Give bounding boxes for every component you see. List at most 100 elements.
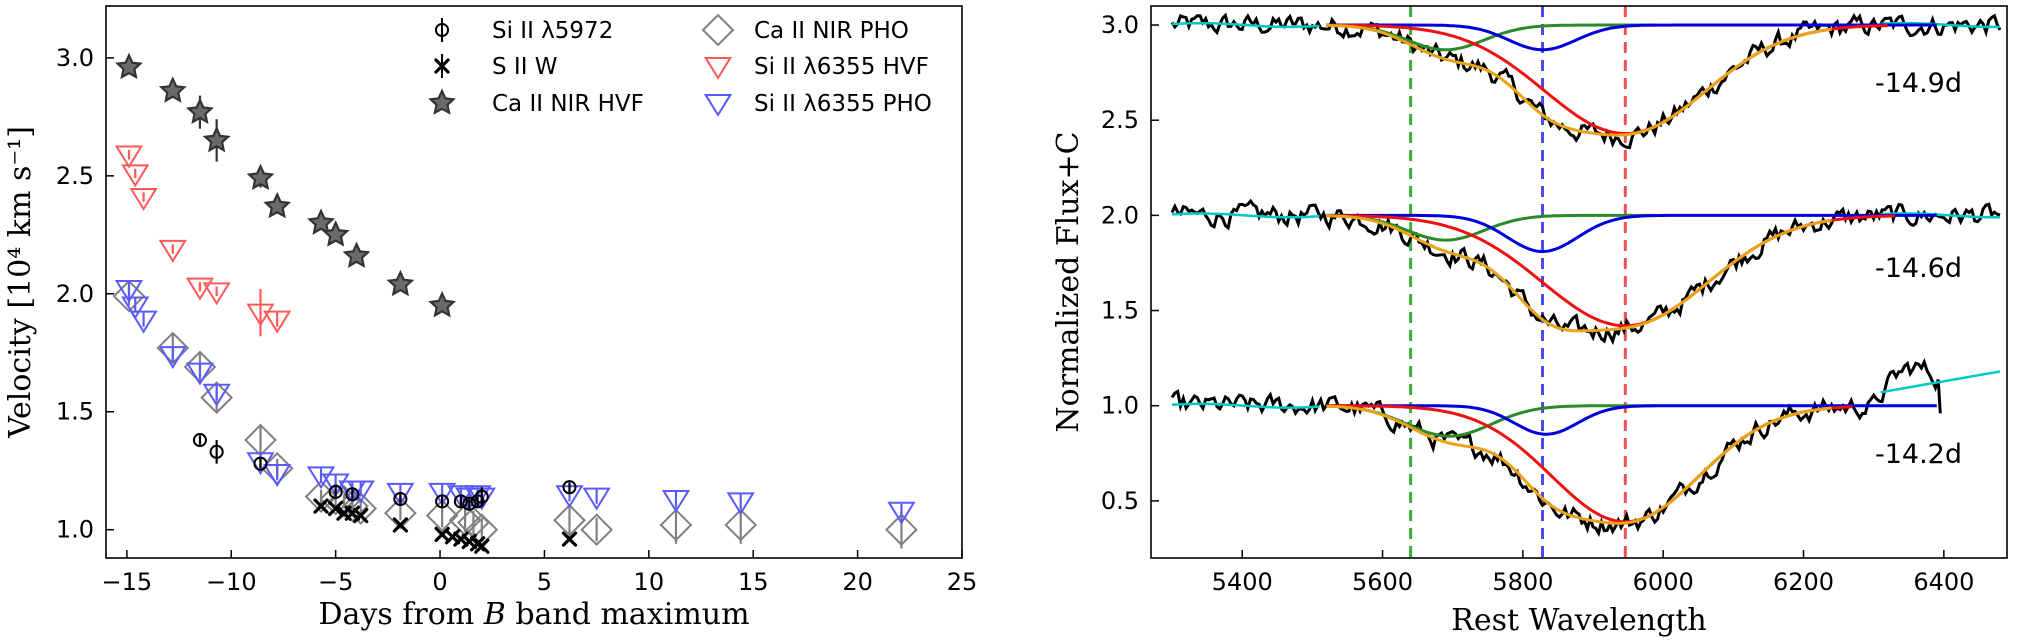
legend-entry: Si II λ6355 HVF — [703, 54, 929, 80]
legend-label: Si II λ6355 HVF — [754, 54, 929, 80]
data-point — [328, 500, 344, 517]
total-fit — [1326, 23, 1832, 137]
data-point — [435, 494, 450, 509]
legend-marker — [434, 22, 450, 38]
spectrum-2 — [1170, 357, 2001, 538]
legend-marker — [703, 56, 733, 80]
y-tick-label: 3.0 — [56, 44, 94, 72]
y-tick-label: 1.0 — [56, 516, 94, 544]
data-point — [263, 464, 292, 487]
data-point — [321, 220, 350, 247]
data-point — [185, 362, 215, 386]
y-tick-label: 2.0 — [1101, 201, 1139, 229]
data-point — [453, 494, 468, 509]
x-tick-label: −15 — [102, 568, 153, 596]
y-tick-label: 1.5 — [56, 398, 94, 426]
x-tick-label: 5800 — [1492, 568, 1553, 596]
legend-label: S II W — [492, 54, 558, 80]
data-point — [156, 331, 190, 365]
series-5 — [313, 498, 578, 554]
x-tick-label: 6000 — [1633, 568, 1694, 596]
data-point — [328, 484, 343, 499]
data-point — [158, 76, 187, 103]
legend-marker — [428, 88, 456, 115]
legend-label: Ca II NIR PHO — [754, 18, 909, 44]
data-point — [158, 239, 187, 263]
data-point — [474, 489, 489, 504]
data-point — [112, 279, 146, 313]
data-point — [185, 277, 215, 301]
data-point — [209, 444, 224, 459]
continuum-fit — [1880, 212, 2001, 219]
x-tick-label: 6200 — [1773, 568, 1834, 596]
data-point — [306, 466, 336, 490]
data-point — [661, 489, 691, 513]
data-point — [121, 296, 150, 320]
x-tick-label: 15 — [738, 568, 769, 596]
legend-label: Si II λ5972 — [492, 18, 613, 44]
data-point — [580, 513, 613, 547]
series-3 — [114, 280, 916, 525]
data-point — [446, 485, 476, 509]
legend-marker — [701, 13, 735, 47]
left-y-axis-label: Velocity [10⁴ km s⁻¹] — [3, 126, 38, 439]
data-point — [474, 538, 490, 554]
data-point — [425, 499, 459, 532]
right-ticks: 5400 5600 5800 6000 6200 6400 0.5 1.0 1.5 2.0 2.5 3… — [1101, 11, 1975, 596]
data-point — [114, 280, 144, 303]
data-point — [114, 145, 144, 169]
total-fit — [1326, 404, 1832, 525]
data-point — [393, 491, 408, 507]
data-point — [246, 163, 275, 191]
x-tick-label: 6400 — [1913, 568, 1974, 596]
data-point — [582, 487, 611, 511]
right-plot-marks — [1170, 6, 2002, 558]
data-point — [313, 498, 329, 514]
y-tick-label: 0.5 — [1101, 487, 1139, 515]
data-point — [659, 508, 693, 542]
data-point — [562, 480, 577, 495]
legend-label: Si II λ6355 PHO — [754, 91, 932, 117]
data-point — [561, 531, 578, 547]
component-pho_hvf — [1326, 404, 1937, 436]
spectrum-label-3: -14.2d — [1875, 439, 1962, 470]
continuum-fit — [1880, 21, 2000, 29]
data-point — [344, 492, 378, 525]
y-tick-label: 2.5 — [56, 162, 94, 190]
total-fit — [1326, 214, 1832, 333]
data-point — [263, 191, 292, 219]
x-tick-label: 5600 — [1352, 568, 1413, 596]
data-point — [887, 501, 916, 525]
legend-entry: Si II λ5972 — [434, 18, 613, 44]
left-x-axis-label: Days from B band maximum — [318, 597, 749, 632]
series-2 — [112, 279, 918, 549]
data-point — [327, 485, 361, 518]
data-point — [346, 480, 375, 504]
continuum-fit — [1171, 402, 1320, 409]
data-point — [384, 496, 417, 530]
spectrum-1 — [1170, 198, 2001, 346]
x-tick-label: 10 — [634, 568, 665, 596]
data-point — [158, 346, 187, 369]
y-tick-label: 1.5 — [1101, 297, 1139, 325]
data-point — [353, 507, 369, 524]
data-point — [428, 290, 456, 318]
legend-entry: Ca II NIR PHO — [701, 13, 909, 47]
spectrum-label-2: -14.6d — [1875, 253, 1962, 284]
data-point — [307, 208, 336, 235]
data-point — [129, 188, 158, 211]
legend-label: Ca II NIR HVF — [492, 91, 644, 117]
data-point — [202, 282, 231, 306]
data-point — [386, 482, 415, 506]
data-point — [185, 97, 214, 125]
data-point — [885, 513, 918, 547]
data-point — [345, 487, 360, 502]
series-0 — [115, 52, 456, 318]
x-tick-label: 25 — [947, 568, 978, 596]
data-point — [463, 485, 492, 509]
series-1 — [114, 145, 292, 337]
data-point — [304, 480, 338, 514]
right-plot-frame — [1150, 5, 2008, 559]
legend-entry: Si II λ6355 PHO — [703, 91, 932, 117]
continuum-fit — [1171, 21, 1320, 29]
